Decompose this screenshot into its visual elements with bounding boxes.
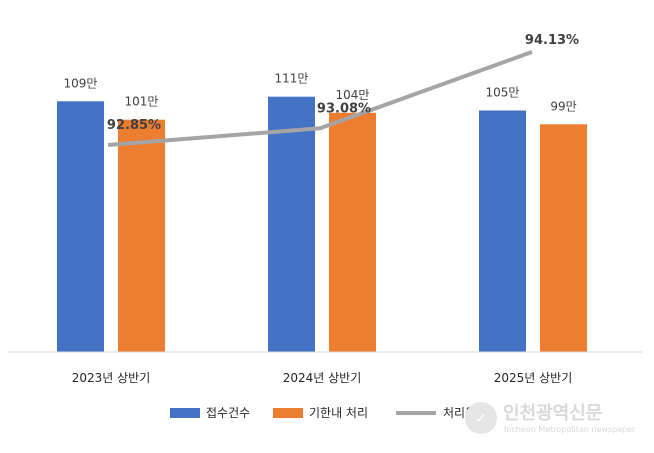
watermark-logo: ✓ 인천광역신문 Incheon Metropolitan newspaper [465,402,636,434]
bar-received-2 [479,110,526,352]
rate-label-1: 93.08% [317,101,371,116]
bar-label-received-1: 111만 [275,72,309,86]
legend-label-1: 기한내 처리 [309,406,368,420]
bar-label-received-2: 105만 [486,86,520,100]
watermark-subtitle: Incheon Metropolitan newspaper [504,425,636,434]
category-labels: 2023년 상반기 2024년 상반기 2025년 상반기 [72,371,573,385]
bar-label-processed-2: 99만 [550,99,576,113]
bar-received-1 [268,96,315,352]
bar-label-processed-0: 101만 [125,95,159,109]
bar-processed-0 [118,119,165,352]
category-label-1: 2024년 상반기 [283,371,362,385]
legend-swatch-1 [273,408,303,418]
watermark-globe-icon [465,402,497,434]
bars-layer: 109만 101만 111만 104만 105만 99만 [57,72,587,352]
legend-label-0: 접수건수 [206,406,250,420]
rate-line [107,50,533,147]
rate-label-0: 92.85% [107,118,161,133]
bar-label-received-0: 109만 [64,76,98,90]
bar-processed-2 [540,124,587,352]
rate-label-2: 94.13% [525,33,579,48]
bar-received-0 [57,101,104,352]
category-label-2: 2025년 상반기 [494,371,573,385]
rate-line-layer: 92.85% 93.08% 94.13% [107,33,579,147]
bar-processed-1 [329,112,376,352]
bar-label-processed-1: 104만 [336,88,370,102]
legend-swatch-0 [170,408,200,418]
category-label-0: 2023년 상반기 [72,371,151,385]
watermark-title: 인천광역신문 [503,403,602,424]
svg-text:✓: ✓ [475,411,487,427]
